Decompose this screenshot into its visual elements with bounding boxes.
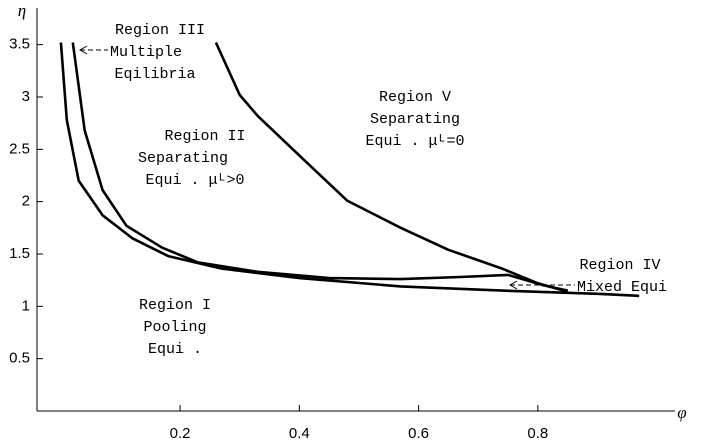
annotation: Multiple bbox=[110, 44, 182, 61]
x-tick-label: 0.2 bbox=[170, 425, 191, 442]
y-tick-label: 1.5 bbox=[9, 245, 30, 262]
annotation: Equi . μᴸ=0 bbox=[365, 133, 464, 150]
y-tick-label: 3 bbox=[22, 88, 30, 105]
annotation: Mixed Equi bbox=[577, 279, 667, 296]
y-tick-label: 1 bbox=[22, 297, 30, 314]
annotation: Equi . bbox=[148, 341, 202, 358]
y-tick-label: 3.5 bbox=[9, 36, 30, 53]
x-tick-label: 0.8 bbox=[527, 425, 548, 442]
curve bbox=[71, 42, 568, 292]
x-axis-label: φ bbox=[677, 403, 686, 422]
curve bbox=[214, 41, 569, 293]
annotation: Region V bbox=[379, 89, 451, 106]
annotation: Separating bbox=[370, 111, 460, 128]
annotation: Region II bbox=[164, 128, 245, 145]
annotation: Region III bbox=[115, 22, 205, 39]
annotation: Separating bbox=[138, 150, 228, 167]
annotation: Pooling bbox=[143, 319, 206, 336]
y-tick-label: 2.5 bbox=[9, 140, 30, 157]
x-tick-label: 0.6 bbox=[408, 425, 429, 442]
annotation-arrowhead bbox=[78, 45, 88, 55]
annotation-arrowhead bbox=[508, 280, 518, 290]
y-tick-label: 2 bbox=[22, 193, 30, 210]
annotation: Region I bbox=[139, 297, 211, 314]
y-tick-label: 0.5 bbox=[9, 350, 30, 367]
x-tick-label: 0.4 bbox=[289, 425, 310, 442]
y-axis-label: η bbox=[18, 1, 26, 20]
annotation: Region IV bbox=[579, 257, 660, 274]
annotation: Equi . μᴸ>0 bbox=[145, 172, 244, 189]
annotation: Eqilibria bbox=[114, 66, 195, 83]
